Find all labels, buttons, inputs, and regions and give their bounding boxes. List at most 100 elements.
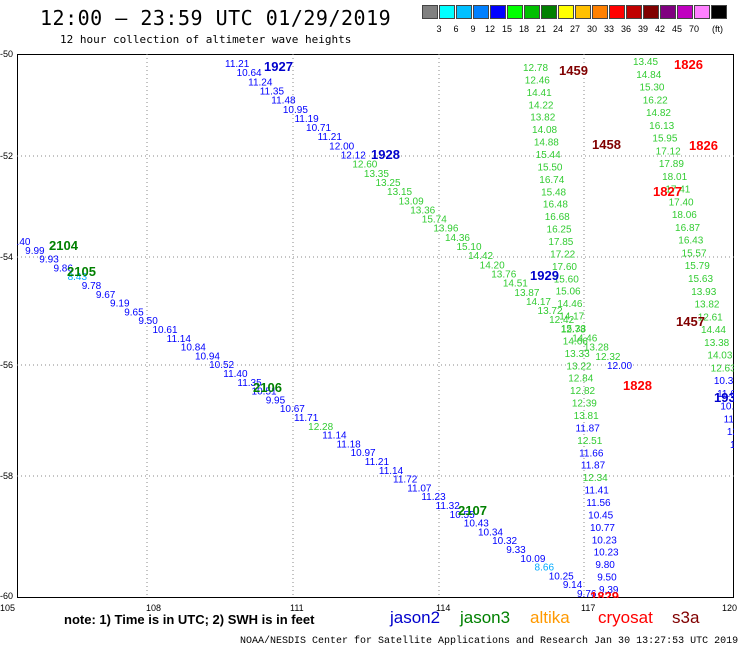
swh-value-label: 11.21: [225, 59, 250, 70]
swh-value-label: 14.46: [557, 299, 582, 310]
swh-value-label: 13.45: [633, 57, 658, 68]
pass-time-label: 1457: [676, 314, 705, 329]
scale-swatch: [694, 5, 710, 19]
swh-value-label: 10.34: [478, 527, 503, 538]
swh-value-label: 13.28: [584, 343, 609, 354]
scale-tick-label: 3: [436, 24, 442, 34]
swh-value-label: 11.23: [421, 492, 446, 503]
swh-value-label: 16.87: [675, 223, 700, 234]
scale-tick-label: 18: [518, 24, 529, 34]
swh-value-label: 9.67: [96, 290, 116, 301]
swh-value-label: 14.88: [534, 138, 559, 149]
swh-value-label: 13.93: [691, 287, 716, 298]
latitude-tick-label: -52: [0, 151, 14, 161]
swh-value-label: 17.40: [669, 197, 694, 208]
mission-legend-item: jason3: [460, 608, 511, 627]
scale-swatch: [660, 5, 676, 19]
swh-value-label: 9.76: [577, 589, 597, 598]
swh-value-label: 15.60: [554, 274, 579, 285]
scale-swatch: [592, 5, 608, 19]
swh-value-label: 12.46: [525, 75, 550, 86]
swh-value-label: 10.94: [195, 351, 220, 362]
pass-time-label: 1827: [653, 184, 682, 199]
swh-value-label: 14.17: [559, 312, 584, 323]
swh-value-label: 15.48: [541, 187, 566, 198]
mission-legend-item: jason2: [390, 608, 441, 627]
swh-value-label: 11.04: [733, 453, 734, 464]
scale-swatch: [609, 5, 625, 19]
swh-value-label: 13.87: [514, 288, 539, 299]
map-panel: 11.21 10.64 11.24 11.35 11.48 10.95 11.19 10.71…: [11, 54, 740, 604]
swh-value-label: 16.13: [649, 121, 674, 132]
swh-value-label: 10.55: [450, 510, 475, 521]
swh-value-label: 12.39: [572, 399, 597, 410]
swh-value-label: 9.86: [53, 263, 73, 274]
swh-value-label: 15.79: [685, 261, 710, 272]
swh-value-label: 11.35: [237, 378, 262, 389]
swh-value-label: 17.12: [656, 146, 681, 157]
latitude-tick-label: -50: [0, 49, 14, 59]
swh-value-label: 12.34: [583, 473, 608, 484]
scale-swatch: [507, 5, 523, 19]
swh-value-label: 8.66: [535, 563, 555, 574]
swh-value-label: 12.78: [561, 324, 586, 335]
map-plot: 11.2110.6411.2411.3511.4810.9511.1910.71…: [11, 54, 740, 604]
swh-value-label: 10.97: [720, 402, 734, 413]
swh-value-label: 9.65: [124, 307, 144, 318]
swh-value-label: 12.12: [341, 151, 366, 162]
scale-tick-label: 36: [620, 24, 631, 34]
swh-value-label: 13.09: [399, 196, 424, 207]
longitude-tick-label: 117: [581, 603, 596, 613]
swh-value-label: 10.97: [351, 448, 376, 459]
pass-time-label: 1927: [264, 59, 293, 74]
swh-value-label: 14.44: [701, 325, 726, 336]
swh-value-label: 10.71: [306, 123, 331, 134]
swh-value-label: 11.18: [336, 439, 361, 450]
swh-value-label: 11.72: [393, 475, 418, 486]
swh-value-label: 11.21: [318, 132, 343, 143]
swh-value-label: 15.44: [536, 150, 561, 161]
swh-value-label: 12.28: [308, 422, 333, 433]
swh-value-label: 17.85: [548, 237, 573, 248]
swh-value-label: 15.06: [556, 287, 581, 298]
swh-value-label: 16.74: [539, 175, 564, 186]
swh-value-label: 10.23: [594, 548, 619, 559]
scale-tick-label: 30: [586, 24, 597, 34]
latitude-tick-label: -54: [0, 252, 14, 262]
swh-value-label: 15.95: [652, 134, 677, 145]
swh-value-label: 14.20: [480, 260, 505, 271]
longitude-tick-label: 111: [290, 603, 304, 613]
swh-value-label: 11.87: [575, 423, 600, 434]
pass-time-label: 2105: [67, 264, 96, 279]
swh-value-label: 9.93: [39, 255, 59, 266]
swh-value-label: 13.82: [530, 113, 555, 124]
swh-value-label: 10.43: [464, 519, 489, 530]
swh-value-label: 15.63: [688, 274, 713, 285]
footnote: note: 1) Time is in UTC; 2) SWH is in fe…: [64, 612, 315, 627]
map-border: [17, 54, 734, 598]
swh-value-label: 14.84: [636, 70, 661, 81]
scale-swatch: [490, 5, 506, 19]
swh-value-label: 10.52: [209, 360, 234, 371]
swh-value-label: 17.22: [550, 249, 575, 260]
scale-swatch: [439, 5, 455, 19]
swh-value-label: 12.09: [727, 427, 734, 438]
swh-value-label: 9.78: [82, 281, 102, 292]
pass-time-label: 2104: [49, 238, 79, 253]
scale-swatch: [456, 5, 472, 19]
swh-value-label: 11.56: [586, 498, 611, 509]
swh-value-label: 14.36: [445, 233, 470, 244]
scale-tick-label: 45: [671, 24, 682, 34]
swh-value-label: 13.72: [538, 306, 563, 317]
swh-value-label: 16.43: [678, 236, 703, 247]
scale-tick-label: 24: [552, 24, 563, 34]
latitude-tick-label: -60: [0, 591, 14, 601]
swh-value-label: 12.84: [568, 374, 593, 385]
scale-tick-label: 6: [453, 24, 459, 34]
swh-value-label: 15.50: [537, 162, 562, 173]
scale-tick-label: 70: [688, 24, 699, 34]
page-title: 12:00 – 23:59 UTC 01/29/2019: [40, 6, 392, 30]
swh-value-label: 9.14: [563, 580, 583, 591]
swh-value-label: 18.06: [672, 210, 697, 221]
swh-value-label: 10.51: [252, 387, 277, 398]
